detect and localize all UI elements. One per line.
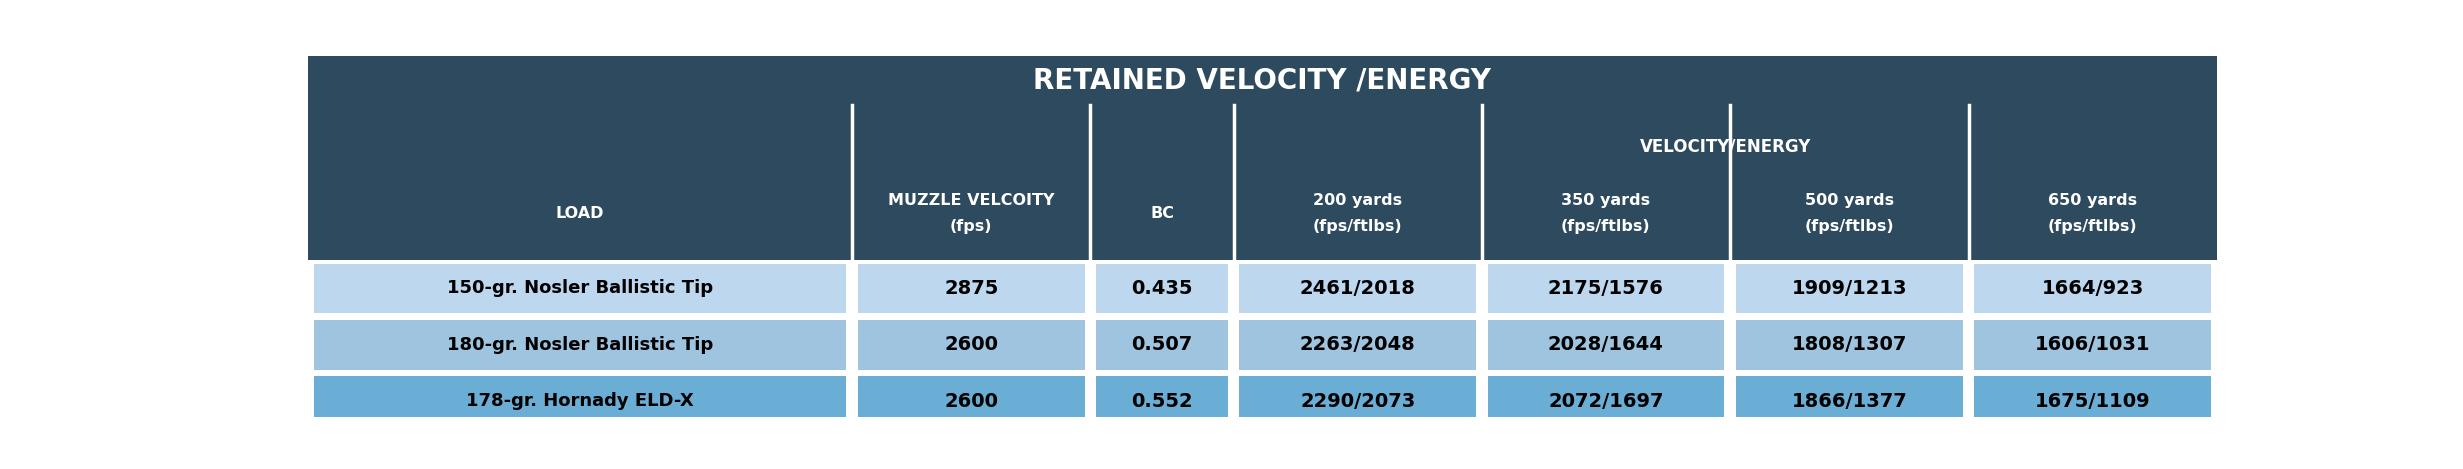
Text: (fps/ftlbs): (fps/ftlbs) (1313, 219, 1401, 234)
Bar (857, 320, 1084, 370)
Text: 0.552: 0.552 (1131, 392, 1192, 411)
Text: (fps/ftlbs): (fps/ftlbs) (2047, 219, 2138, 234)
Text: RETAINED VELOCITY /ENERGY: RETAINED VELOCITY /ENERGY (1034, 67, 1490, 95)
Bar (1736, 320, 1963, 370)
Text: 1808/1307: 1808/1307 (1791, 335, 1906, 354)
Bar (313, 264, 847, 313)
Text: 0.435: 0.435 (1131, 279, 1192, 298)
Bar (1975, 264, 2212, 313)
Text: 650 yards: 650 yards (2049, 193, 2138, 208)
Text: 2290/2073: 2290/2073 (1300, 392, 1416, 411)
Text: 2175/1576: 2175/1576 (1547, 279, 1665, 298)
Text: 1675/1109: 1675/1109 (2034, 392, 2150, 411)
Text: LOAD: LOAD (557, 206, 603, 221)
Bar (857, 264, 1084, 313)
Text: 2600: 2600 (943, 335, 998, 354)
Bar (308, 417, 2217, 426)
Text: 2600: 2600 (943, 392, 998, 411)
Text: 500 yards: 500 yards (1805, 193, 1894, 208)
Text: (fps/ftlbs): (fps/ftlbs) (1562, 219, 1650, 234)
Bar (1096, 320, 1229, 370)
Text: BC: BC (1150, 206, 1175, 221)
Text: 350 yards: 350 yards (1562, 193, 1650, 208)
Bar (1096, 376, 1229, 426)
Text: 1606/1031: 1606/1031 (2034, 335, 2150, 354)
Bar (1975, 320, 2212, 370)
Text: 1866/1377: 1866/1377 (1791, 392, 1906, 411)
Bar (313, 320, 847, 370)
Text: (fps/ftlbs): (fps/ftlbs) (1805, 219, 1894, 234)
Text: 150-gr. Nosler Ballistic Tip: 150-gr. Nosler Ballistic Tip (446, 280, 712, 297)
Bar (1736, 376, 1963, 426)
Text: MUZZLE VELCOITY: MUZZLE VELCOITY (889, 193, 1054, 208)
Text: 2263/2048: 2263/2048 (1300, 335, 1416, 354)
Bar (857, 376, 1084, 426)
Bar (1239, 320, 1475, 370)
Text: (fps): (fps) (951, 219, 993, 234)
Bar (1488, 264, 1724, 313)
Text: 200 yards: 200 yards (1313, 193, 1401, 208)
Text: 2072/1697: 2072/1697 (1549, 392, 1663, 411)
Text: 1664/923: 1664/923 (2042, 279, 2143, 298)
Bar (1239, 264, 1475, 313)
Bar (308, 56, 2217, 105)
Text: 178-gr. Hornady ELD-X: 178-gr. Hornady ELD-X (466, 392, 695, 410)
Bar (308, 105, 2217, 260)
Bar (1488, 376, 1724, 426)
Text: 2875: 2875 (943, 279, 998, 298)
Text: 180-gr. Nosler Ballistic Tip: 180-gr. Nosler Ballistic Tip (446, 336, 712, 354)
Bar (1239, 376, 1475, 426)
Bar (1488, 320, 1724, 370)
Text: VELOCITY/ENERGY: VELOCITY/ENERGY (1640, 138, 1810, 156)
Text: 2461/2018: 2461/2018 (1300, 279, 1416, 298)
Text: 2028/1644: 2028/1644 (1547, 335, 1665, 354)
Text: 0.507: 0.507 (1131, 335, 1192, 354)
Bar (1736, 264, 1963, 313)
Bar (313, 376, 847, 426)
Text: 1909/1213: 1909/1213 (1791, 279, 1906, 298)
Bar (1975, 376, 2212, 426)
Bar (1096, 264, 1229, 313)
